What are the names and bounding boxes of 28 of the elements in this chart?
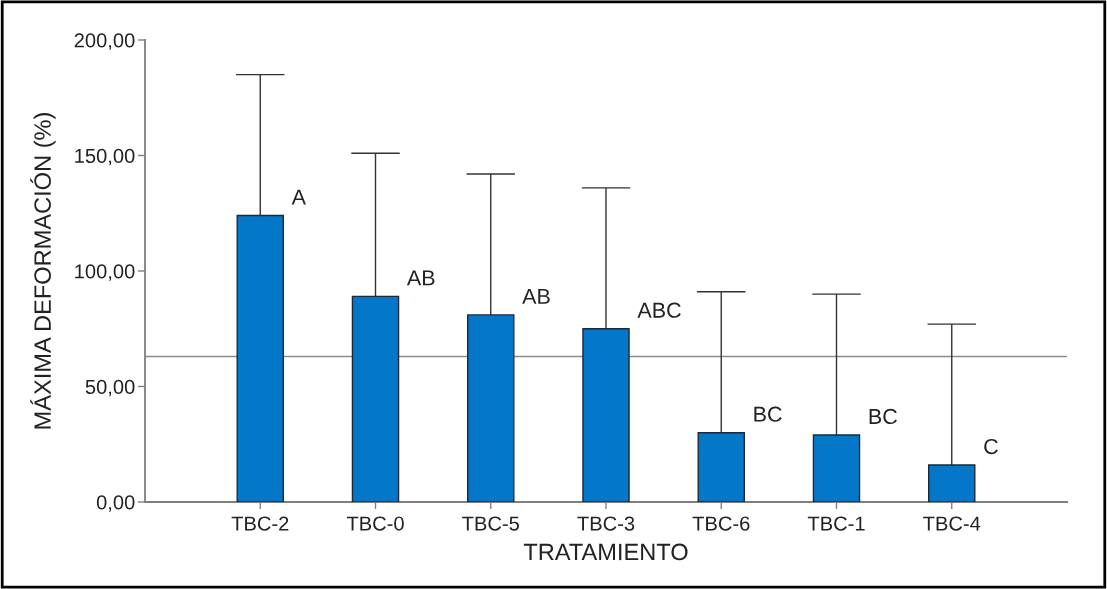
bar xyxy=(812,434,861,502)
x-tick-label: TBC-6 xyxy=(692,516,750,531)
x-tick-label: TBC-3 xyxy=(577,516,635,531)
y-tick-label: 50,00 xyxy=(85,379,135,397)
annotation: AB xyxy=(522,288,550,304)
annotation: ABC xyxy=(637,302,681,318)
annotation: A xyxy=(291,189,306,205)
x-tick-label: TBC-5 xyxy=(462,516,519,531)
y-tick-label: 150,00 xyxy=(75,148,135,166)
annotation: BC xyxy=(754,406,782,422)
y-tick-label: 100,00 xyxy=(75,264,135,281)
bar xyxy=(582,328,630,502)
annotation: BC xyxy=(869,408,897,425)
annotation: C xyxy=(984,438,998,455)
x-tick-label: TBC-0 xyxy=(346,516,404,531)
x-tick-label: TBC-1 xyxy=(807,516,865,531)
bar xyxy=(697,432,745,502)
y-axis-title: MÁXIMA DEFORMACIÓN (%) xyxy=(30,113,56,429)
y-tick-label: 0,00 xyxy=(96,495,135,512)
bar xyxy=(467,314,515,502)
bar xyxy=(236,214,284,502)
annotation: AB xyxy=(406,270,435,286)
x-axis-title: TRATAMIENTO xyxy=(523,543,688,561)
x-tick-label: TBC-4 xyxy=(923,516,981,531)
bar xyxy=(928,464,976,502)
x-tick-label: TBC-2 xyxy=(231,516,289,531)
bar xyxy=(351,295,400,502)
y-tick-label: 200,00 xyxy=(74,33,135,50)
